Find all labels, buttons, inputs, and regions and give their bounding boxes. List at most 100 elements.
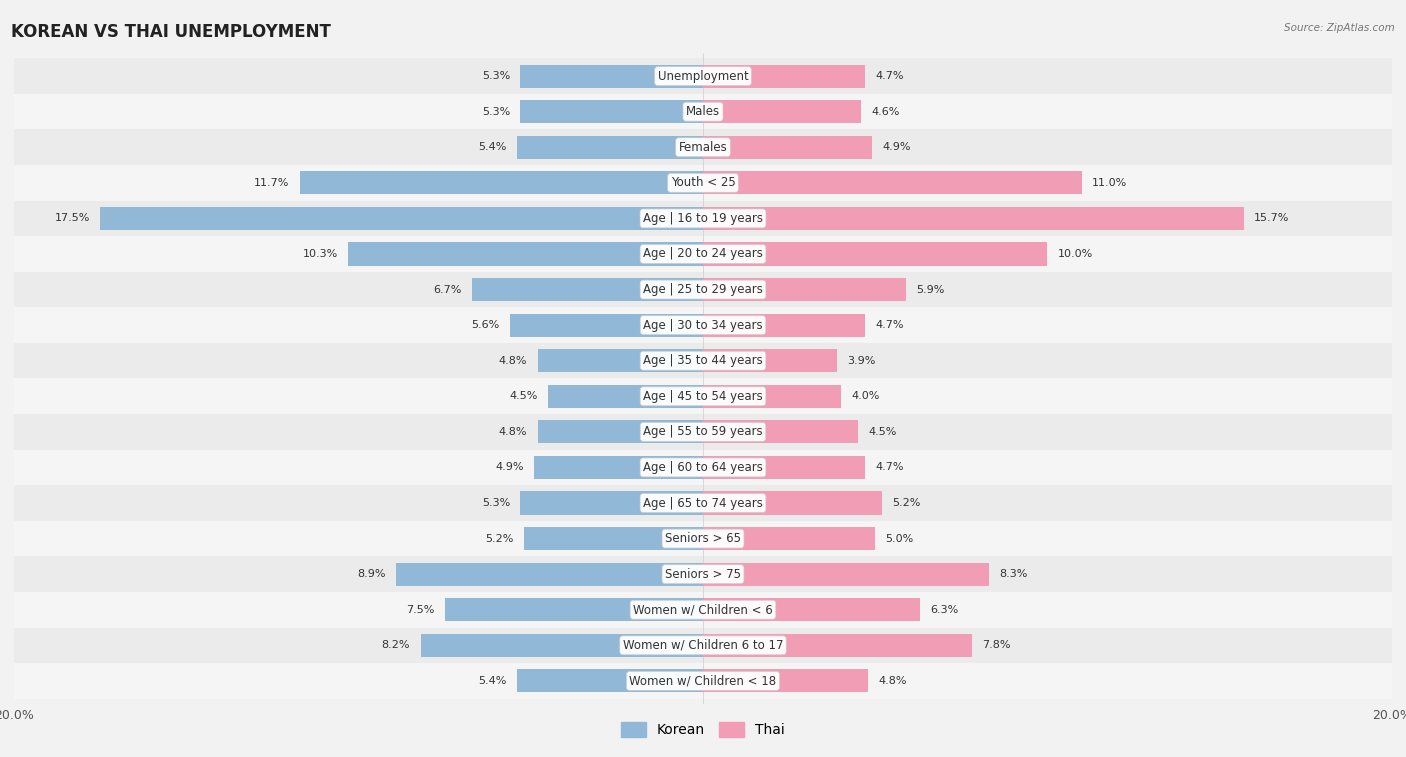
- Text: Males: Males: [686, 105, 720, 118]
- Bar: [14, 165, 1392, 201]
- Bar: [14, 414, 1392, 450]
- Text: 10.0%: 10.0%: [1057, 249, 1092, 259]
- Text: Females: Females: [679, 141, 727, 154]
- Text: 4.6%: 4.6%: [872, 107, 900, 117]
- Text: 4.0%: 4.0%: [851, 391, 880, 401]
- Bar: [703, 136, 872, 159]
- Bar: [14, 521, 1392, 556]
- Bar: [14, 201, 1392, 236]
- Text: Source: ZipAtlas.com: Source: ZipAtlas.com: [1284, 23, 1395, 33]
- Text: 8.2%: 8.2%: [381, 640, 411, 650]
- Text: 5.6%: 5.6%: [471, 320, 499, 330]
- Text: Age | 20 to 24 years: Age | 20 to 24 years: [643, 248, 763, 260]
- Bar: [703, 634, 972, 657]
- Text: 10.3%: 10.3%: [302, 249, 337, 259]
- Bar: [14, 450, 1392, 485]
- Bar: [100, 207, 703, 230]
- Text: 4.5%: 4.5%: [869, 427, 897, 437]
- Bar: [703, 278, 907, 301]
- Bar: [517, 136, 703, 159]
- Text: Age | 60 to 64 years: Age | 60 to 64 years: [643, 461, 763, 474]
- Text: 11.7%: 11.7%: [254, 178, 290, 188]
- Bar: [703, 562, 988, 586]
- Text: 5.2%: 5.2%: [893, 498, 921, 508]
- Text: 4.8%: 4.8%: [499, 356, 527, 366]
- Bar: [14, 94, 1392, 129]
- Bar: [510, 313, 703, 337]
- Bar: [14, 592, 1392, 628]
- Text: 15.7%: 15.7%: [1254, 213, 1289, 223]
- Text: 4.7%: 4.7%: [875, 320, 904, 330]
- Text: 4.8%: 4.8%: [879, 676, 907, 686]
- Bar: [472, 278, 703, 301]
- Text: 8.9%: 8.9%: [357, 569, 387, 579]
- Text: Seniors > 65: Seniors > 65: [665, 532, 741, 545]
- Text: Age | 35 to 44 years: Age | 35 to 44 years: [643, 354, 763, 367]
- Text: Youth < 25: Youth < 25: [671, 176, 735, 189]
- Bar: [703, 385, 841, 408]
- Text: Age | 55 to 59 years: Age | 55 to 59 years: [643, 425, 763, 438]
- Text: 5.2%: 5.2%: [485, 534, 513, 544]
- Bar: [703, 207, 1244, 230]
- Bar: [444, 598, 703, 621]
- Bar: [703, 491, 882, 515]
- Bar: [703, 171, 1083, 195]
- Text: 5.9%: 5.9%: [917, 285, 945, 294]
- Text: 4.7%: 4.7%: [875, 71, 904, 81]
- Text: Age | 16 to 19 years: Age | 16 to 19 years: [643, 212, 763, 225]
- Text: Age | 25 to 29 years: Age | 25 to 29 years: [643, 283, 763, 296]
- Bar: [524, 527, 703, 550]
- Bar: [703, 242, 1047, 266]
- Bar: [520, 64, 703, 88]
- Bar: [703, 313, 865, 337]
- Text: 6.3%: 6.3%: [931, 605, 959, 615]
- Text: Women w/ Children 6 to 17: Women w/ Children 6 to 17: [623, 639, 783, 652]
- Bar: [396, 562, 703, 586]
- Bar: [299, 171, 703, 195]
- Bar: [14, 485, 1392, 521]
- Bar: [14, 272, 1392, 307]
- Text: Seniors > 75: Seniors > 75: [665, 568, 741, 581]
- Text: 7.5%: 7.5%: [406, 605, 434, 615]
- Bar: [517, 669, 703, 693]
- Bar: [534, 456, 703, 479]
- Bar: [14, 663, 1392, 699]
- Bar: [520, 100, 703, 123]
- Text: 4.9%: 4.9%: [882, 142, 911, 152]
- Bar: [420, 634, 703, 657]
- Bar: [703, 527, 875, 550]
- Bar: [703, 64, 865, 88]
- Text: 5.3%: 5.3%: [482, 498, 510, 508]
- Text: 7.8%: 7.8%: [981, 640, 1011, 650]
- Text: 4.5%: 4.5%: [509, 391, 537, 401]
- Bar: [14, 307, 1392, 343]
- Bar: [537, 420, 703, 444]
- Text: Age | 65 to 74 years: Age | 65 to 74 years: [643, 497, 763, 509]
- Text: KOREAN VS THAI UNEMPLOYMENT: KOREAN VS THAI UNEMPLOYMENT: [11, 23, 332, 41]
- Bar: [548, 385, 703, 408]
- Text: 4.8%: 4.8%: [499, 427, 527, 437]
- Text: Age | 45 to 54 years: Age | 45 to 54 years: [643, 390, 763, 403]
- Text: 17.5%: 17.5%: [55, 213, 90, 223]
- Bar: [14, 556, 1392, 592]
- Bar: [703, 100, 862, 123]
- Bar: [703, 349, 838, 372]
- Text: Women w/ Children < 18: Women w/ Children < 18: [630, 674, 776, 687]
- Text: 5.4%: 5.4%: [478, 676, 506, 686]
- Text: 5.3%: 5.3%: [482, 107, 510, 117]
- Bar: [14, 58, 1392, 94]
- Bar: [703, 420, 858, 444]
- Bar: [14, 129, 1392, 165]
- Text: 6.7%: 6.7%: [433, 285, 461, 294]
- Text: 5.0%: 5.0%: [886, 534, 914, 544]
- Text: Unemployment: Unemployment: [658, 70, 748, 83]
- Bar: [537, 349, 703, 372]
- Text: Age | 30 to 34 years: Age | 30 to 34 years: [643, 319, 763, 332]
- Text: 11.0%: 11.0%: [1092, 178, 1128, 188]
- Text: 4.9%: 4.9%: [495, 463, 524, 472]
- Text: 5.4%: 5.4%: [478, 142, 506, 152]
- Text: 4.7%: 4.7%: [875, 463, 904, 472]
- Text: 3.9%: 3.9%: [848, 356, 876, 366]
- Text: 8.3%: 8.3%: [1000, 569, 1028, 579]
- Bar: [349, 242, 703, 266]
